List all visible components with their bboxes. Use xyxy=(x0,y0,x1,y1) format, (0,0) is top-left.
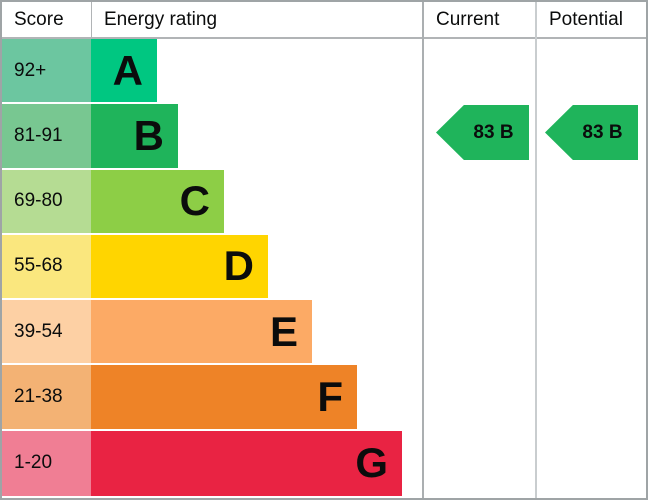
score-range: 39-54 xyxy=(2,300,91,364)
band-letter: A xyxy=(112,46,143,94)
potential-rating-label: 83 B xyxy=(582,121,623,143)
band-row-a: 92+ A xyxy=(2,39,646,104)
band-bar-e: E xyxy=(91,300,312,364)
band-row-d: 55-68 D xyxy=(2,234,646,300)
score-range: 81-91 xyxy=(2,104,91,168)
table-header: Score Energy rating Current Potential xyxy=(2,2,646,39)
score-range: 92+ xyxy=(2,39,91,103)
band-letter: F xyxy=(317,373,343,421)
score-range: 55-68 xyxy=(2,234,91,299)
band-letter: C xyxy=(179,177,210,225)
band-rows: 92+ A 81-91 B 69-80 C 55-68 D 39-54 E 21-38 F 1-20 G xyxy=(2,39,646,496)
band-bar-f: F xyxy=(91,365,357,429)
band-letter: D xyxy=(223,242,254,290)
score-range: 1-20 xyxy=(2,430,91,496)
band-row-b: 81-91 B xyxy=(2,104,646,169)
band-row-g: 1-20 G xyxy=(2,430,646,496)
current-rating-label: 83 B xyxy=(473,121,514,143)
header-energy-rating: Energy rating xyxy=(104,8,218,30)
header-current: Current xyxy=(436,8,500,30)
band-bar-a: A xyxy=(91,39,157,103)
divider-rating-current xyxy=(422,2,424,498)
band-bar-c: C xyxy=(91,169,224,233)
band-row-e: 39-54 E xyxy=(2,300,646,365)
band-row-f: 21-38 F xyxy=(2,365,646,430)
score-range: 69-80 xyxy=(2,169,91,233)
band-letter: B xyxy=(133,111,164,159)
band-row-c: 69-80 C xyxy=(2,169,646,235)
band-bar-d: D xyxy=(91,234,268,299)
header-score: Score xyxy=(2,2,92,37)
band-bar-g: G xyxy=(91,430,402,496)
divider-current-potential xyxy=(535,2,537,498)
band-letter: E xyxy=(269,307,298,355)
header-potential: Potential xyxy=(549,8,623,30)
score-range: 21-38 xyxy=(2,365,91,429)
band-bar-b: B xyxy=(91,104,178,168)
band-letter: G xyxy=(355,439,388,487)
